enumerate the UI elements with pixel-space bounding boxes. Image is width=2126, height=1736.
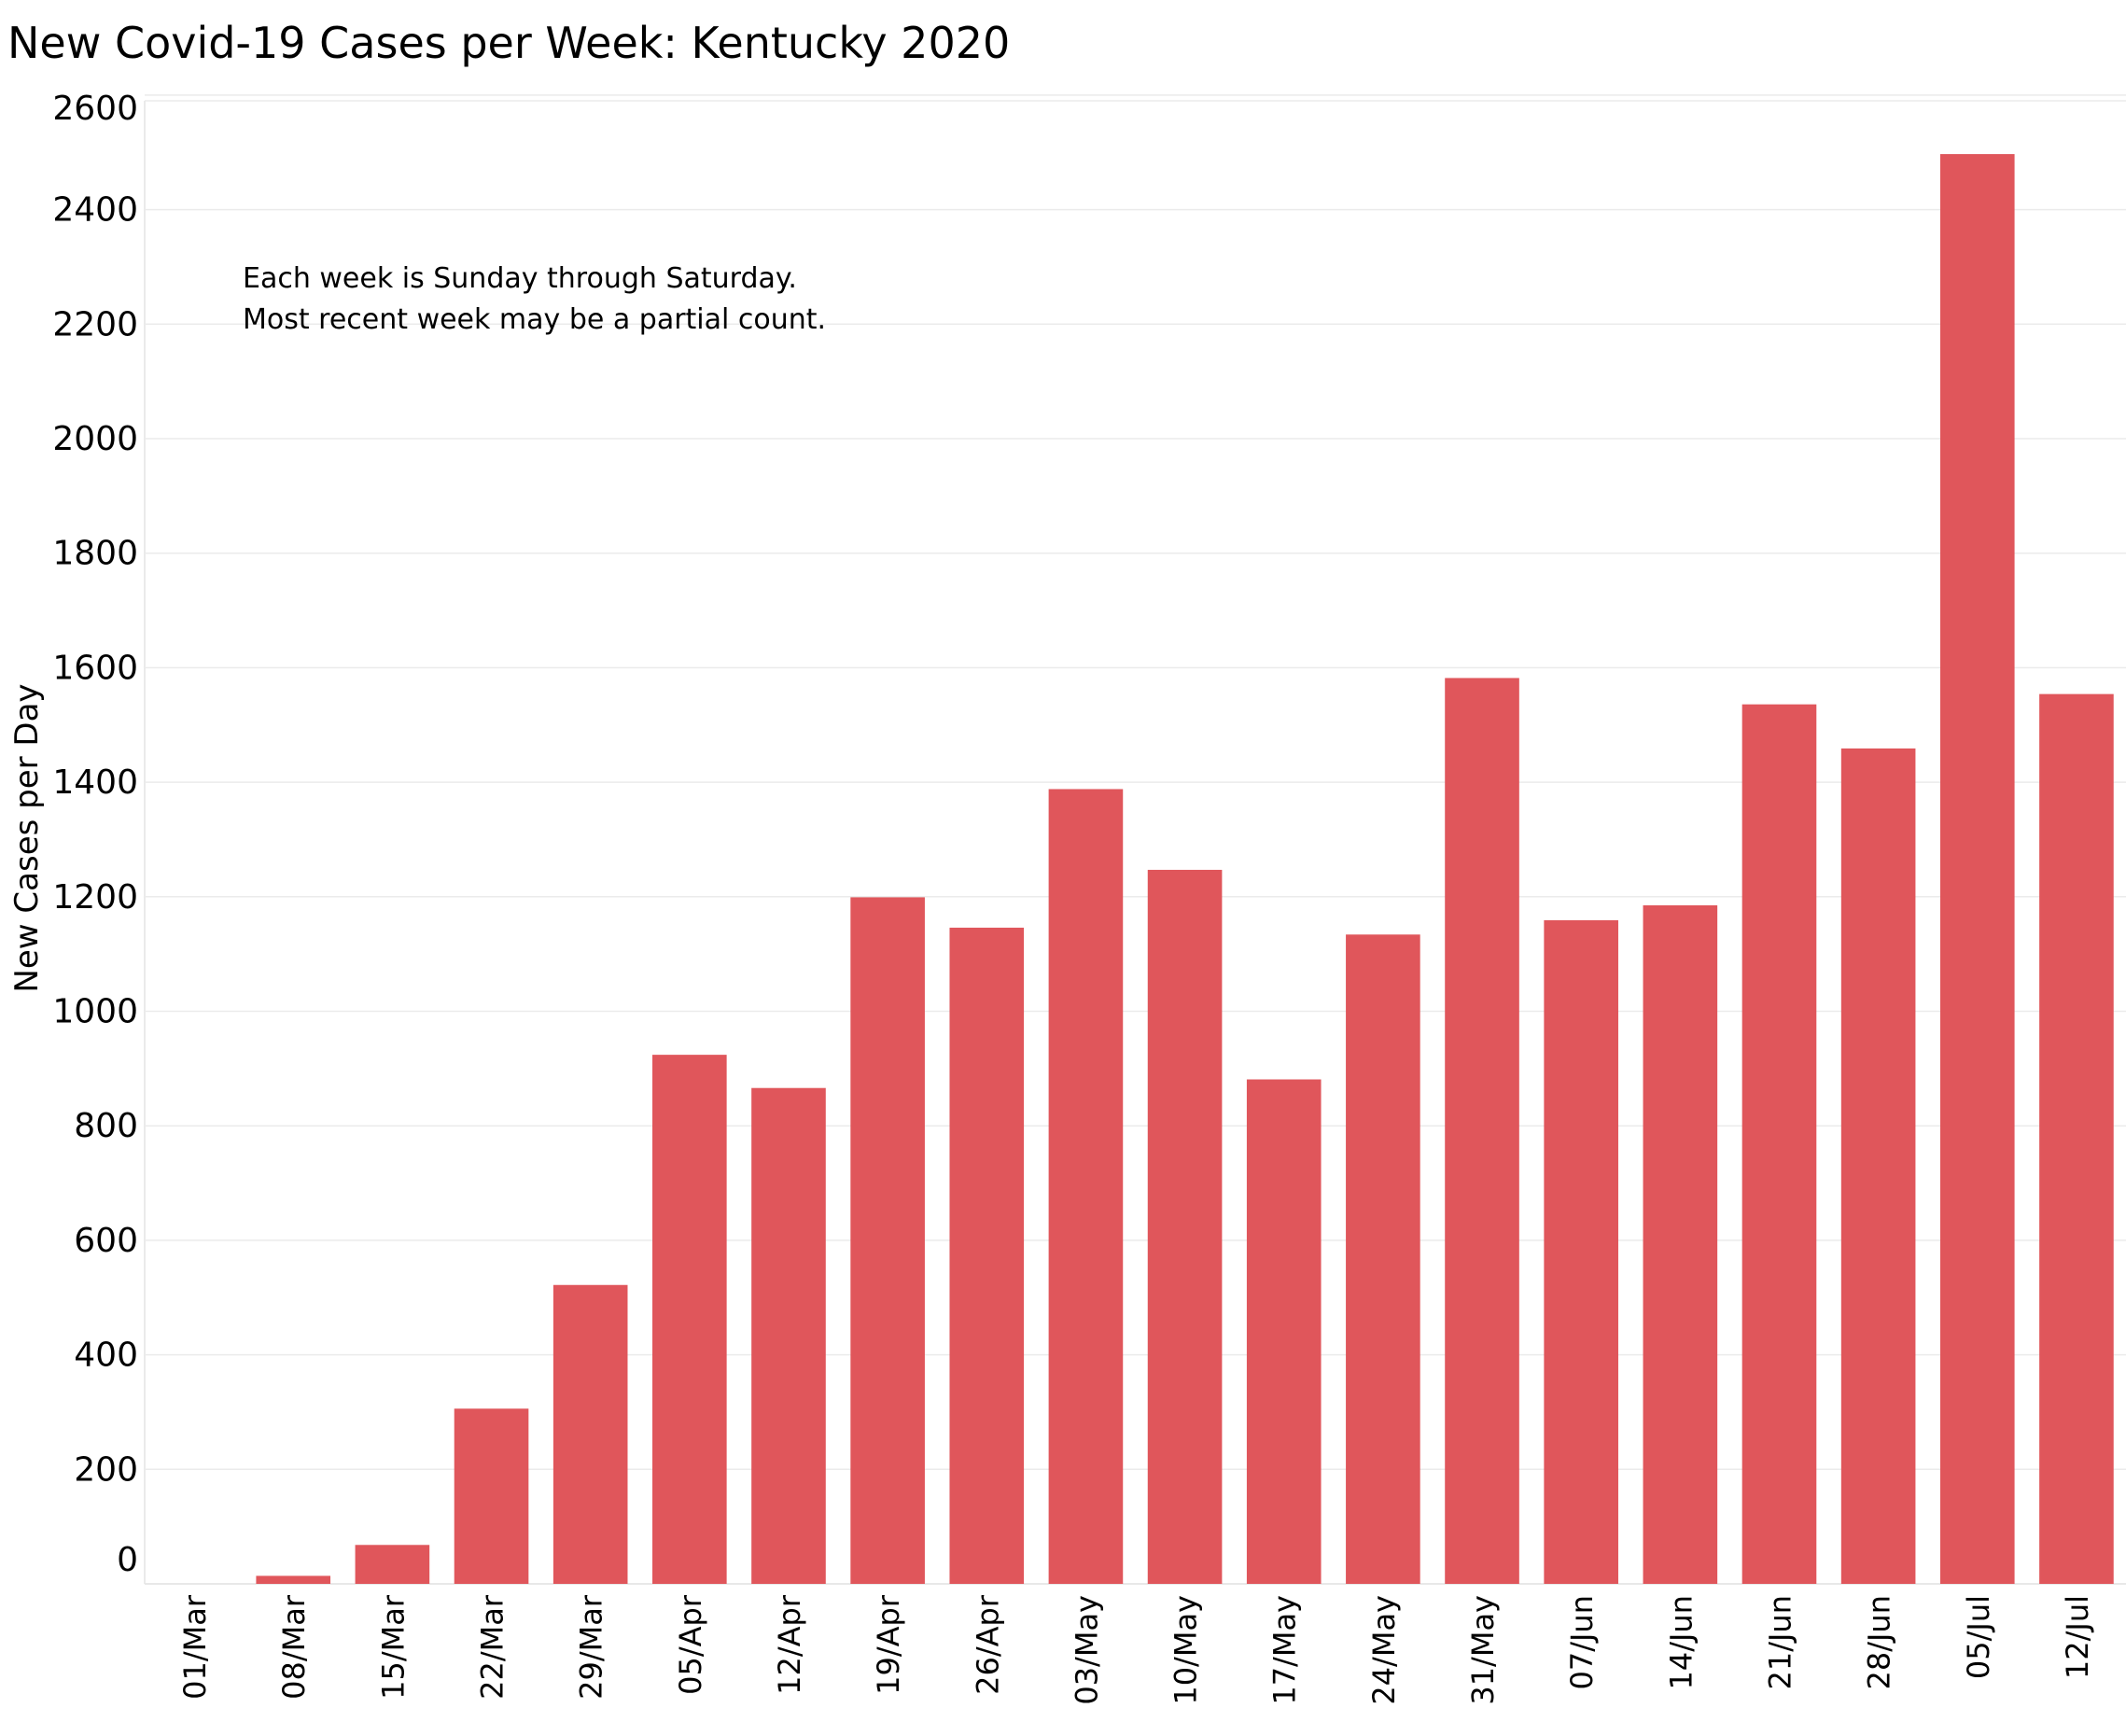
annotation: Each week is Sunday through Saturday. Mos… (243, 262, 826, 336)
y-tick-label: 600 (74, 1222, 138, 1260)
x-tick-label: 19/Apr (871, 1594, 906, 1695)
bars (256, 154, 2114, 1585)
bar (1643, 905, 1718, 1584)
x-tick-label: 15/Mar (375, 1594, 411, 1700)
bar (1346, 934, 1420, 1584)
y-tick-label: 1200 (52, 878, 138, 917)
x-tick-label: 12/Jul (2060, 1595, 2095, 1679)
x-tick-label: 22/Mar (475, 1594, 511, 1700)
bar (454, 1408, 529, 1584)
x-tick-label: 26/Apr (970, 1594, 1005, 1695)
bar (1840, 748, 1916, 1584)
bar (1939, 154, 2015, 1585)
y-tick-label: 2600 (52, 90, 138, 128)
y-tick-label: 800 (74, 1107, 138, 1145)
x-tick-label: 05/Jul (1961, 1595, 1996, 1679)
bar (552, 1284, 628, 1584)
gridlines (144, 94, 2126, 1585)
x-tick-label: 31/May (1465, 1595, 1501, 1705)
y-axis-ticks: 0 200 400 600 800 1000 1200 1400 1600 1800 2000 220… (52, 90, 138, 1579)
chart-title: New Covid-19 Cases per Week: Kentucky 20… (7, 18, 1010, 68)
x-tick-label: 29/Mar (574, 1594, 609, 1700)
bar (652, 1055, 727, 1584)
y-tick-label: 400 (74, 1337, 138, 1375)
bar (949, 927, 1025, 1584)
x-tick-label: 17/May (1267, 1595, 1303, 1705)
x-tick-label: 28/Jun (1862, 1595, 1897, 1690)
y-tick-label: 1000 (52, 993, 138, 1031)
x-tick-label: 12/Apr (772, 1594, 807, 1695)
bar (1544, 919, 1618, 1584)
bar (1048, 789, 1124, 1584)
bar (1445, 678, 1519, 1584)
y-tick-label: 200 (74, 1450, 138, 1489)
y-tick-label: 2200 (52, 305, 138, 343)
y-axis-label: New Cases per Day (8, 683, 46, 992)
y-tick-label: 2400 (52, 191, 138, 230)
y-tick-label: 1400 (52, 763, 138, 802)
bar (850, 897, 925, 1584)
x-tick-label: 10/May (1168, 1595, 1204, 1705)
y-tick-label: 1800 (52, 535, 138, 573)
x-tick-label: 01/Mar (177, 1594, 213, 1700)
bar (1147, 869, 1223, 1584)
x-tick-label: 07/Jun (1564, 1595, 1600, 1690)
x-tick-label: 05/Apr (673, 1594, 708, 1695)
x-tick-label: 08/Mar (276, 1594, 312, 1700)
bar (1741, 704, 1817, 1584)
bar (751, 1087, 826, 1584)
x-tick-label: 14/Jun (1663, 1595, 1699, 1690)
annotation-line: Each week is Sunday through Saturday. (243, 262, 797, 295)
x-axis-ticks: 01/Mar 08/Mar 15/Mar 22/Mar 29/Mar 05/Apr 12/A… (177, 1594, 2095, 1705)
y-tick-label: 1600 (52, 649, 138, 687)
x-tick-label: 21/Jun (1762, 1595, 1797, 1690)
bar (256, 1575, 331, 1584)
y-tick-label: 0 (117, 1541, 138, 1579)
bar (1246, 1079, 1322, 1584)
y-tick-label: 2000 (52, 420, 138, 458)
x-tick-label: 03/May (1069, 1595, 1104, 1705)
x-tick-label: 24/May (1366, 1595, 1402, 1705)
bar (2039, 693, 2114, 1584)
annotation-line: Most recent week may be a partial count. (243, 303, 826, 336)
bar (355, 1545, 430, 1584)
